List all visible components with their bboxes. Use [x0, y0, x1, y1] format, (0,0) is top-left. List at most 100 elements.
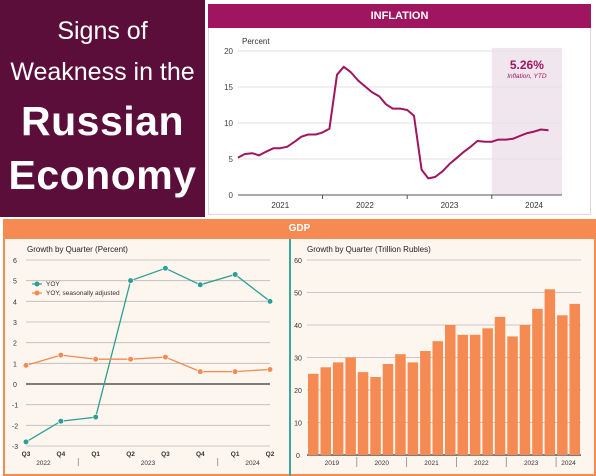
gdp-growth-quarter-label: Q2	[266, 451, 275, 458]
gdp-level-ytick-label: 60	[294, 258, 302, 265]
inflation-ytick-label: 20	[224, 47, 233, 56]
gdp-level-bar	[482, 328, 493, 456]
gdp-level-bar	[432, 341, 443, 455]
inflation-ylabel: Percent	[242, 37, 270, 46]
gdp-growth-quarter-label: Q3	[22, 451, 31, 458]
gdp-level-bar	[420, 351, 431, 455]
gdp-growth-ytick-label: -2	[12, 423, 18, 430]
gdp-growth-series-line-2	[25, 354, 271, 373]
gdp-growth-quarter-label: Q1	[231, 451, 240, 458]
gdp-growth-point-2	[266, 366, 274, 373]
title-panel: Signs of Weakness in the Russian Economy	[0, 0, 205, 217]
gdp-level-ytick-label: 10	[294, 421, 302, 428]
gdp-growth-ytick-label: -3	[12, 444, 18, 451]
gdp-level-bar	[382, 364, 394, 455]
gdp-growth-series-line-1	[25, 267, 271, 443]
inflation-panel: INFLATION 0 5 10 15 20 2021 2022 2023 2024 Percen…	[205, 0, 596, 217]
gdp-growth-year-label: 2023	[141, 460, 156, 467]
gdp-level-ytick-label: 0	[296, 453, 300, 460]
gdp-level-bar	[519, 325, 531, 455]
gdp-level-ytick-label: 30	[294, 356, 302, 363]
inflation-series-line	[237, 65, 549, 180]
gdp-growth-point-1	[232, 271, 239, 278]
inflation-annotation-value: 5.26%	[510, 58, 544, 72]
inflation-ytick-label: 15	[224, 83, 233, 92]
gdp-divider	[289, 239, 291, 476]
gdp-growth-point-2	[57, 351, 64, 359]
gdp-growth-point-1	[57, 418, 64, 425]
gdp-level-ytick-label: 20	[294, 388, 302, 395]
gdp-growth-ytick-label: 3	[13, 320, 17, 327]
gdp-growth-point-1	[127, 277, 134, 284]
gdp-level-bar	[320, 367, 331, 456]
gdp-level-bar	[370, 377, 381, 455]
gdp-level-year-label: 2019	[325, 460, 340, 467]
gdp-growth-ytick-label: 6	[13, 258, 17, 265]
gdp-level-ytick-label: 40	[294, 323, 302, 330]
gdp-level-panel: Growth by Quarter (Trillion Rubles) 0 10 20…	[291, 239, 596, 476]
gdp-growth-point-2	[22, 362, 30, 369]
inflation-year-label: 2023	[441, 201, 459, 210]
gdp-growth-year-label: 2024	[245, 460, 260, 467]
gdp-growth-ytick-label: -1	[12, 403, 18, 410]
gdp-growth-title: Growth by Quarter (Percent)	[27, 245, 128, 254]
gdp-growth-legend-marker	[34, 290, 40, 296]
gdp-growth-point-2	[127, 356, 134, 363]
gdp-level-bar	[457, 334, 468, 456]
gdp-level-bar	[544, 289, 556, 456]
inflation-chart: 0 5 10 15 20 2021 2022 2023 2024 Percent 5.26%Infl…	[224, 37, 562, 210]
gdp-growth-ytick-label: 0	[13, 382, 17, 389]
gdp-level-title: Growth by Quarter (Trillion Rubles)	[307, 245, 431, 254]
gdp-level-bar	[308, 373, 319, 456]
title-line-1: Signs of	[57, 17, 148, 45]
gdp-header: GDP	[3, 219, 596, 239]
gdp-growth-panel: Growth by Quarter (Percent) -3 -2 -1 0 1 2 3 4 5 6…	[3, 239, 289, 476]
gdp-growth-ytick-label: 2	[13, 341, 17, 348]
gdp-level-year-label: 2021	[424, 460, 439, 467]
gdp-growth-point-2	[162, 354, 169, 361]
gdp-growth-quarter-label: Q3	[161, 451, 170, 458]
gdp-growth-quarter-label: Q4	[196, 451, 205, 458]
gdp-growth-chart: Growth by Quarter (Percent) -3 -2 -1 0 1 2 3 4 5 6…	[12, 245, 275, 467]
inflation-shade-2024	[491, 48, 562, 195]
gdp-growth-point-1	[197, 281, 204, 288]
inflation-year-label: 2024	[525, 201, 543, 210]
inflation-header: INFLATION	[208, 4, 591, 28]
gdp-level-chart: Growth by Quarter (Trillion Rubles) 0 10 20…	[294, 245, 581, 467]
title-line-3: Russian	[21, 98, 184, 144]
gdp-growth-quarter-label: Q2	[126, 451, 135, 458]
gdp-growth-legend-marker	[34, 281, 40, 287]
gdp-level-bar	[569, 303, 580, 455]
inflation-year-label: 2022	[356, 201, 374, 210]
gdp-growth-point-2	[197, 368, 204, 375]
gdp-level-bar	[507, 336, 518, 455]
inflation-ytick-label: 5	[229, 155, 234, 164]
gdp-growth-legend-label: YOY	[46, 281, 60, 288]
gdp-growth-point-2	[92, 356, 99, 363]
inflation-year-label: 2021	[271, 201, 289, 210]
gdp-growth-ytick-label: 4	[13, 299, 17, 306]
gdp-growth-ytick-label: 1	[13, 361, 17, 368]
inflation-ytick-label: 10	[224, 119, 233, 128]
gdp-growth-point-1	[266, 298, 274, 305]
title-line-2: Weakness in the	[10, 58, 195, 86]
gdp-level-bar	[395, 354, 406, 455]
gdp-level-bar	[557, 315, 568, 456]
gdp-growth-point-1	[22, 438, 30, 445]
gdp-level-year-label: 2024	[561, 460, 576, 467]
gdp-growth-point-1	[162, 265, 169, 272]
title-line-4: Economy	[8, 152, 197, 198]
gdp-growth-ytick-label: 5	[13, 279, 17, 286]
inflation-ytick-label: 0	[229, 191, 234, 200]
gdp-level-bar	[532, 308, 543, 456]
gdp-level-year-label: 2020	[374, 460, 389, 467]
gdp-growth-legend-label: YOY, seasonally adjusted	[46, 290, 120, 297]
gdp-level-bar	[445, 325, 456, 455]
gdp-level-bar	[345, 357, 356, 455]
gdp-level-bar	[407, 362, 419, 455]
gdp-level-bar	[494, 316, 506, 455]
gdp-level-year-label: 2022	[474, 460, 489, 467]
gdp-growth-quarter-label: Q1	[91, 451, 100, 458]
gdp-growth-point-1	[92, 413, 99, 421]
gdp-growth-year-label: 2022	[36, 460, 51, 467]
